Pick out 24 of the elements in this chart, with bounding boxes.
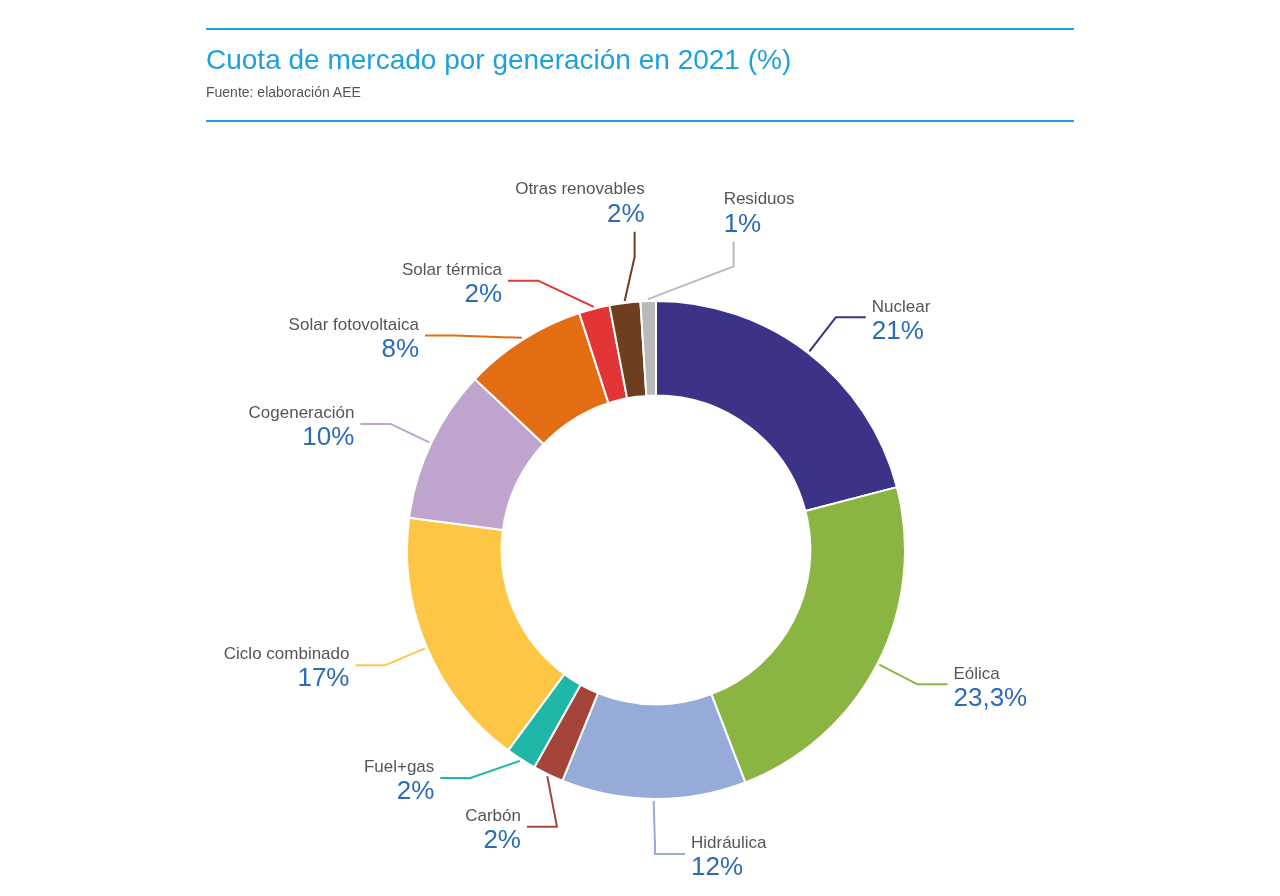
data-label: 2%: [607, 197, 645, 228]
slice-label: Solar térmica: [401, 259, 503, 279]
source-note: Fuente: elaboración AEE: [206, 84, 361, 100]
data-label: 10%: [302, 421, 355, 452]
data-label: 23,3%: [953, 681, 1028, 712]
data-label: 8%: [381, 332, 420, 363]
data-label: 17%: [297, 662, 350, 693]
slice-label: Hidráulica: [690, 833, 768, 853]
data-label: 12%: [690, 851, 744, 882]
slice-label: Residuos: [723, 188, 795, 208]
data-label: 2%: [464, 277, 503, 308]
data-label: 2%: [396, 775, 435, 806]
slice-label: Solar fotovoltaica: [288, 314, 420, 334]
chart-title: Cuota de mercado por generación en 2021 (%): [206, 44, 792, 76]
slice-label: Carbón: [465, 806, 521, 826]
slice-label: Otras renovables: [515, 178, 645, 198]
slice-label: Nuclear: [871, 296, 931, 316]
slice-label: Cogeneración: [248, 403, 355, 423]
slice-label: Fuel+gas: [363, 757, 435, 777]
data-label: 2%: [483, 824, 521, 854]
data-label: 1%: [723, 207, 762, 238]
data-label: 21%: [871, 314, 924, 345]
slice-label: Eólica: [953, 663, 1001, 683]
slice-label: Ciclo combinado: [223, 644, 350, 664]
